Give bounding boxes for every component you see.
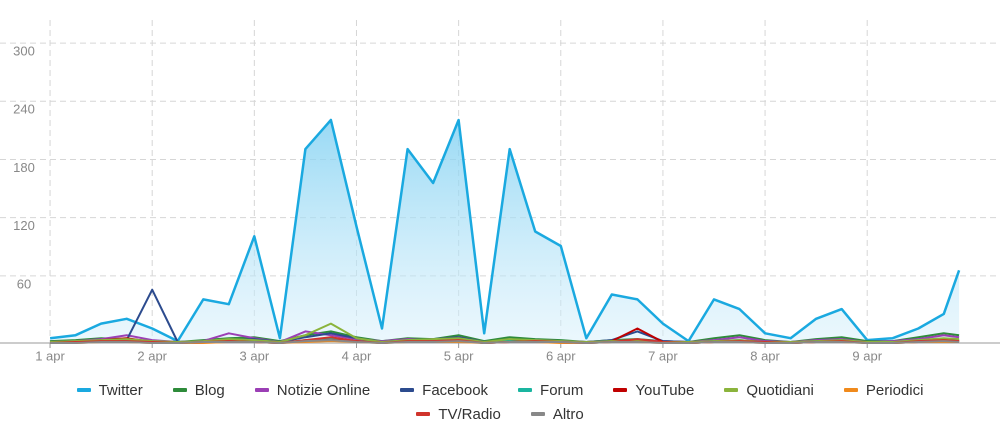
line	[49, 118, 961, 343]
x-tick-label: 5 apr	[444, 348, 474, 363]
legend-swatch	[724, 388, 739, 392]
legend-swatch	[172, 388, 187, 392]
legend-label: Forum	[540, 381, 584, 399]
x-tick-label: 6 apr	[546, 348, 576, 363]
legend-item[interactable]: Twitter	[76, 380, 143, 400]
legend-label: Blog	[194, 381, 225, 399]
legend-item[interactable]: Quotidiani	[724, 380, 814, 400]
legend-label: Facebook	[422, 381, 489, 399]
legend-swatch	[843, 388, 858, 392]
legend-swatch	[416, 412, 431, 416]
legend-swatch	[530, 412, 545, 416]
x-tick-label: 3 apr	[240, 348, 270, 363]
legend-swatch	[76, 388, 91, 392]
legend-item[interactable]: TV/Radio	[416, 404, 501, 424]
legend-item[interactable]: Facebook	[400, 380, 488, 400]
legend-swatch	[400, 388, 415, 392]
x-tick-label: 2 apr	[137, 348, 167, 363]
legend-item[interactable]: YouTube	[613, 380, 694, 400]
legend-label: Twitter	[98, 381, 143, 399]
y-tick-label: 180	[13, 160, 35, 175]
legend-label: YouTube	[635, 381, 695, 399]
legend-item[interactable]: Forum	[518, 380, 583, 400]
area	[50, 120, 960, 343]
legend-item[interactable]: Notizie Online	[254, 380, 371, 400]
legend-item[interactable]: Altro	[530, 404, 584, 424]
chart: 60 120 180 240 300 1 apr 2 apr 3 apr 4 apr 5 apr 6…	[0, 20, 1000, 363]
x-tick-label: 8 apr	[750, 348, 780, 363]
legend-label: Periodici	[865, 381, 924, 399]
x-tick-label: 1 apr	[35, 348, 65, 363]
x-tick-label: 4 apr	[342, 348, 372, 363]
legend-item[interactable]: Periodici	[843, 380, 924, 400]
line	[50, 339, 960, 344]
legend-swatch	[254, 388, 269, 392]
legend-label: Quotidiani	[746, 381, 814, 399]
y-tick-label: 60	[17, 276, 31, 291]
legend-swatch	[613, 388, 628, 392]
y-tick-label: 300	[13, 44, 35, 59]
x-tick-label: 7 apr	[648, 348, 678, 363]
legend-label: Notizie Online	[276, 381, 371, 399]
legend-label: Altro	[552, 405, 584, 423]
legend-item[interactable]: Blog	[172, 380, 225, 400]
y-tick-label: 240	[13, 102, 35, 117]
legend-label: TV/Radio	[438, 405, 501, 423]
legend-swatch	[518, 388, 533, 392]
y-tick-label: 120	[13, 218, 35, 233]
x-tick-label: 9 apr	[852, 348, 882, 363]
legend: Twitter Blog Notizie Online Facebook Forum Yo…	[20, 380, 980, 424]
